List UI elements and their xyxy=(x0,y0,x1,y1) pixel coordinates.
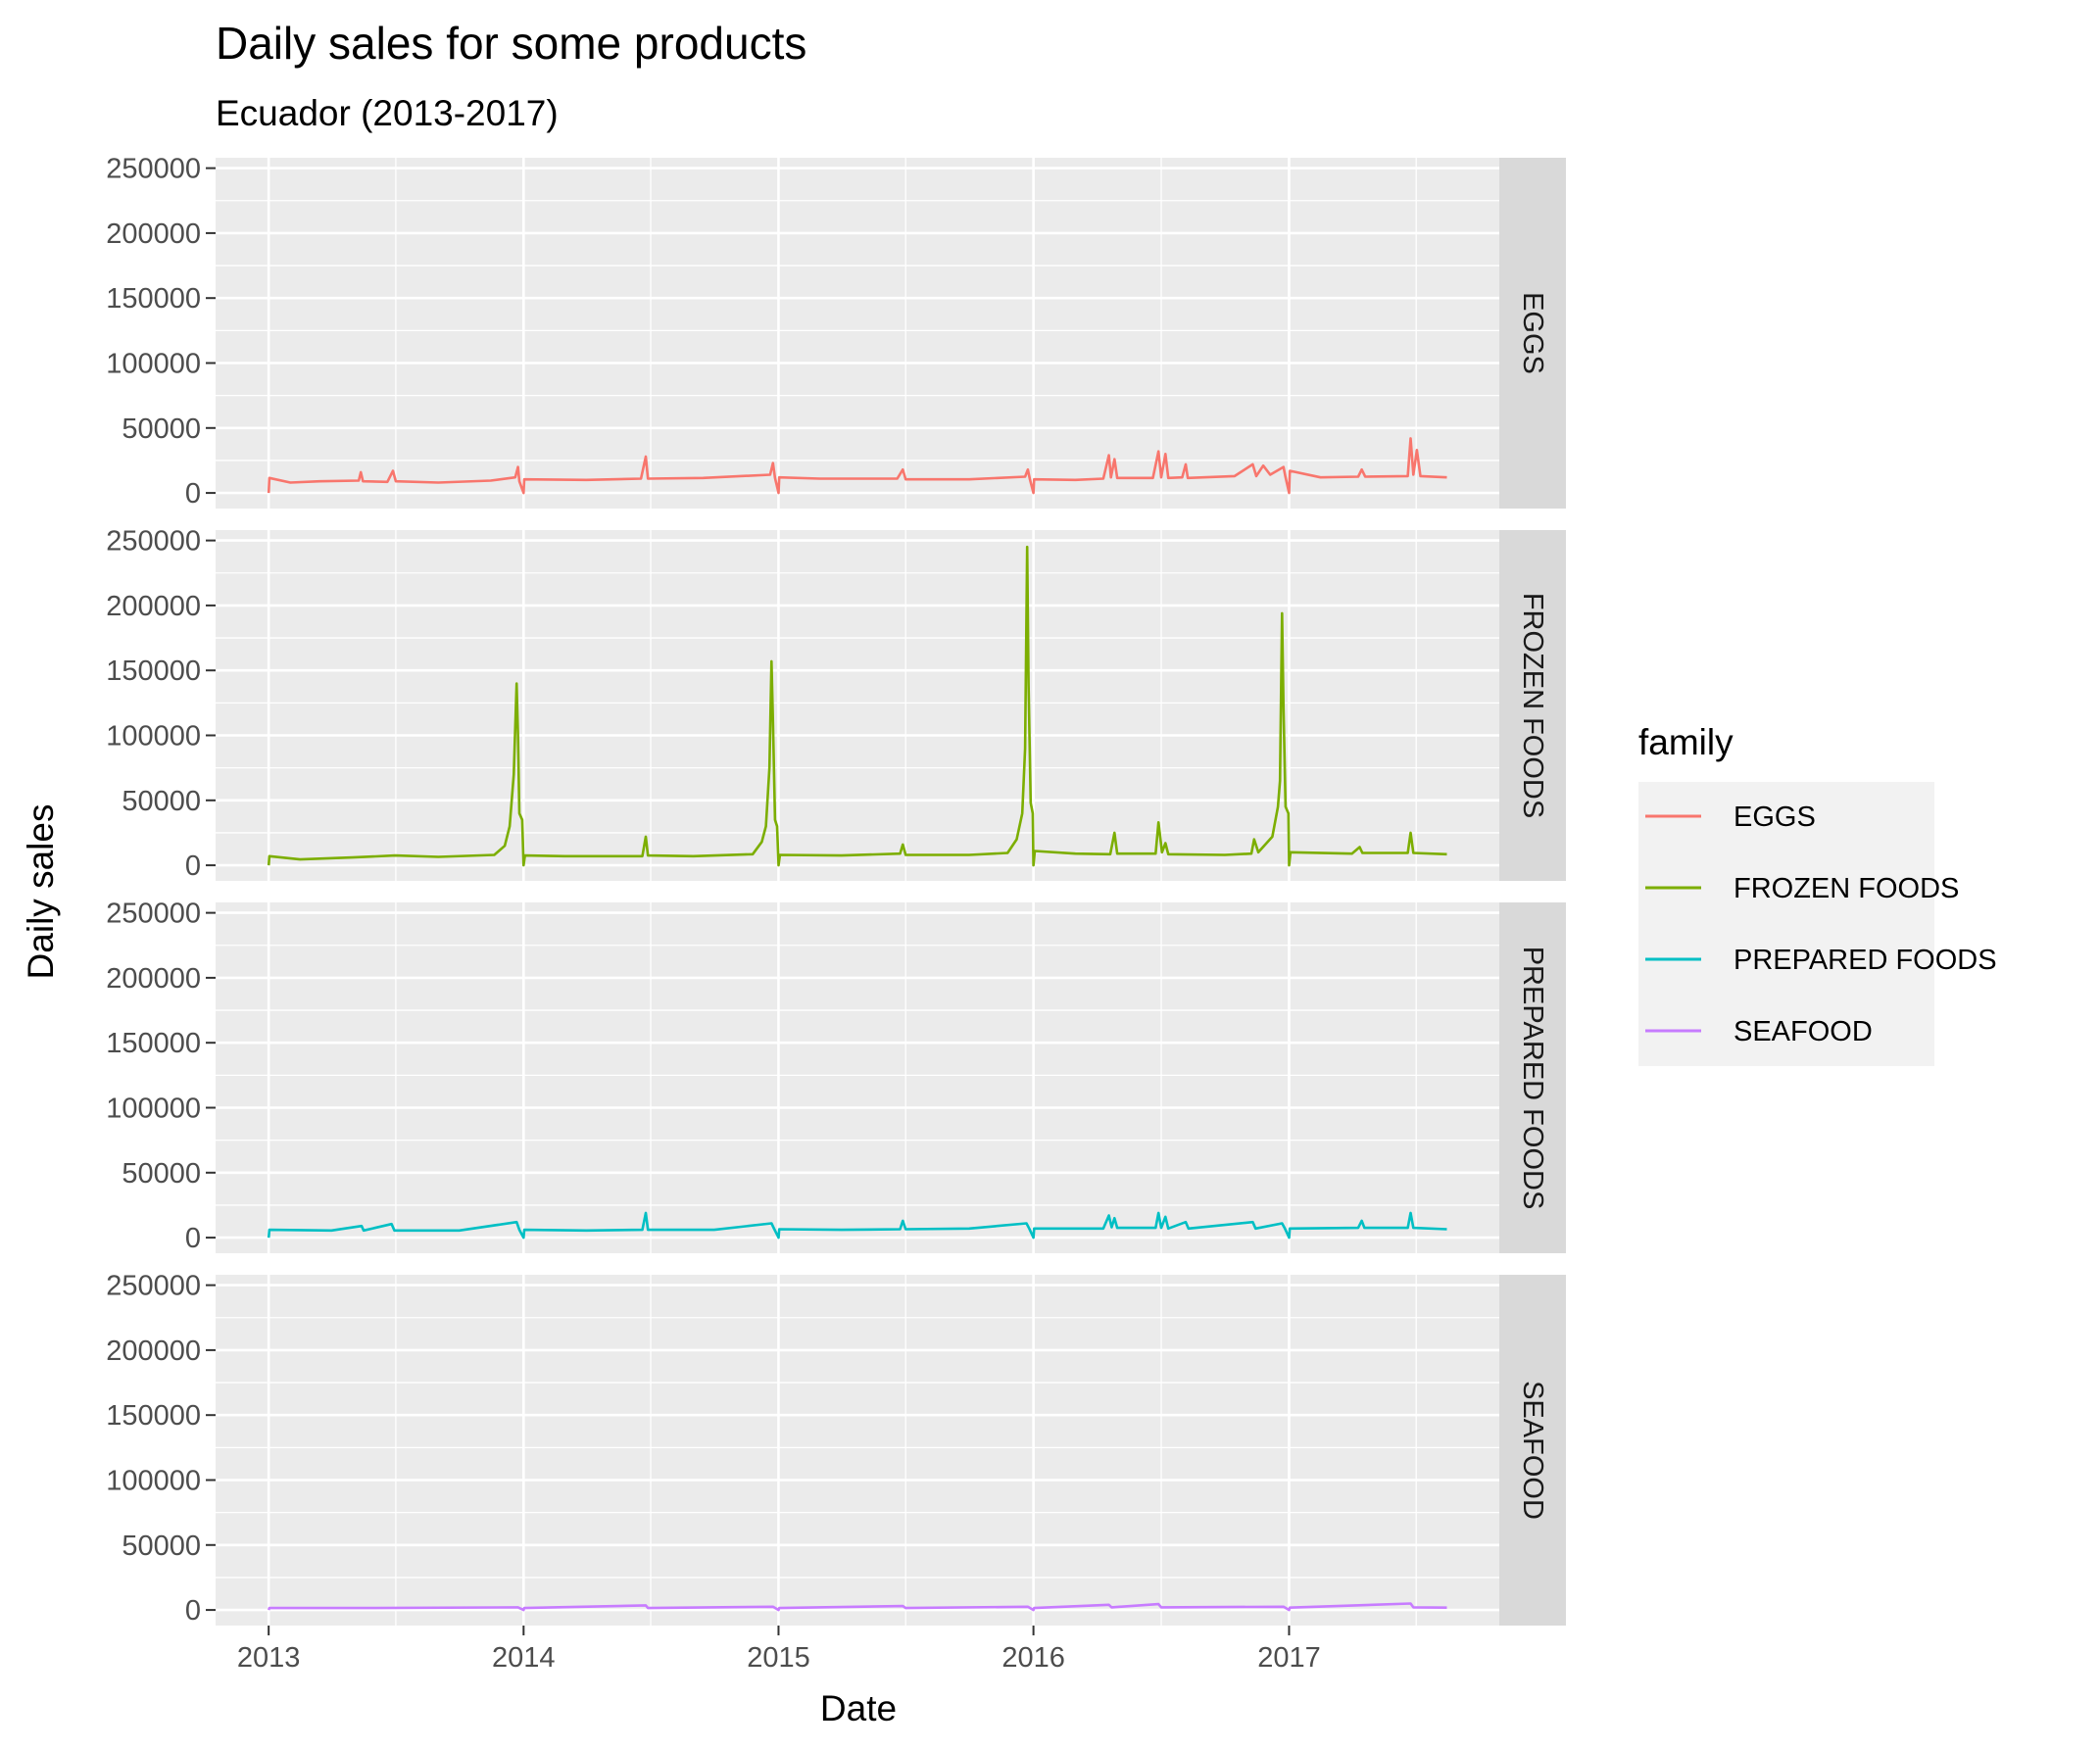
x-tick-label: 2015 xyxy=(747,1642,810,1674)
y-axis-title: Daily sales xyxy=(21,804,61,980)
y-tick-label: 150000 xyxy=(106,1400,201,1432)
y-tick-label: 100000 xyxy=(106,720,201,752)
legend-key-background xyxy=(1638,782,1934,1066)
panel-background xyxy=(216,158,1499,509)
y-tick-label: 50000 xyxy=(122,786,201,817)
chart-subtitle: Ecuador (2013-2017) xyxy=(216,93,559,133)
x-axis: 2013 2014 2015 2016 2017 xyxy=(237,1626,1321,1674)
y-tick-label: 0 xyxy=(185,1223,201,1254)
facet-panel: 0 50000 100000 150000 200000 250000 SEAFOOD xyxy=(106,1271,1566,1627)
y-tick-label: 200000 xyxy=(106,1336,201,1367)
y-tick-label: 150000 xyxy=(106,656,201,687)
x-tick-label: 2014 xyxy=(492,1642,556,1674)
facet-strip xyxy=(1499,530,1566,881)
legend-item: PREPARED FOODS xyxy=(1645,945,1997,976)
x-axis-title: Date xyxy=(820,1688,897,1728)
facet-strip xyxy=(1499,158,1566,509)
legend-item: SEAFOOD xyxy=(1645,1016,1873,1047)
legend: family EGGS FROZEN FOODS PREPARED FOODS SEA… xyxy=(1638,722,1997,1066)
y-tick-label: 50000 xyxy=(122,1531,201,1562)
facet-panel: 0 50000 100000 150000 200000 250000 EGGS xyxy=(106,154,1566,510)
y-tick-label: 150000 xyxy=(106,1028,201,1059)
y-tick-label: 200000 xyxy=(106,219,201,250)
facet-panel: 0 50000 100000 150000 200000 250000 FROZEN FOO… xyxy=(106,526,1566,882)
facet-panel: 0 50000 100000 150000 200000 250000 PREPARED F… xyxy=(106,899,1566,1254)
series-line-eggs xyxy=(267,437,1447,495)
legend-item: FROZEN FOODS xyxy=(1645,873,1959,904)
y-tick-label: 250000 xyxy=(106,154,201,185)
panel-background xyxy=(216,902,1499,1253)
y-tick-label: 0 xyxy=(185,478,201,510)
y-tick-label: 250000 xyxy=(106,526,201,558)
y-tick-label: 0 xyxy=(185,1595,201,1627)
series-line-frozen-foods xyxy=(267,545,1447,867)
series-line-prepared-foods xyxy=(267,1211,1447,1240)
x-tick-label: 2017 xyxy=(1257,1642,1321,1674)
y-tick-label: 250000 xyxy=(106,1271,201,1302)
panel-background xyxy=(216,1275,1499,1626)
chart-title: Daily sales for some products xyxy=(216,18,806,69)
legend-label: FROZEN FOODS xyxy=(1734,873,1959,904)
y-tick-label: 200000 xyxy=(106,963,201,995)
panel-background xyxy=(216,530,1499,881)
y-tick-label: 200000 xyxy=(106,591,201,622)
y-tick-label: 0 xyxy=(185,851,201,882)
legend-items: EGGS FROZEN FOODS PREPARED FOODS SEAFOOD xyxy=(1645,802,1997,1047)
facet-strip-label: SEAFOOD xyxy=(1517,1381,1548,1520)
legend-item: EGGS xyxy=(1645,802,1816,833)
legend-title: family xyxy=(1638,722,1734,762)
legend-label: EGGS xyxy=(1734,802,1816,833)
x-tick-label: 2016 xyxy=(1001,1642,1065,1674)
y-tick-label: 250000 xyxy=(106,899,201,930)
y-tick-label: 50000 xyxy=(122,1158,201,1190)
facet-strip xyxy=(1499,1275,1566,1626)
y-tick-label: 50000 xyxy=(122,413,201,445)
legend-label: PREPARED FOODS xyxy=(1734,945,1997,976)
facet-strip-label: EGGS xyxy=(1517,292,1548,374)
y-tick-label: 100000 xyxy=(106,1093,201,1124)
series-line-seafood xyxy=(267,1602,1447,1612)
y-tick-label: 100000 xyxy=(106,348,201,379)
y-tick-label: 100000 xyxy=(106,1465,201,1496)
legend-label: SEAFOOD xyxy=(1734,1016,1873,1047)
facet-panels: 0 50000 100000 150000 200000 250000 EGGS 0 50000… xyxy=(106,154,1566,1627)
x-tick-label: 2013 xyxy=(237,1642,301,1674)
y-tick-label: 150000 xyxy=(106,283,201,315)
facet-strip-label: FROZEN FOODS xyxy=(1517,593,1548,818)
facet-strip-label: PREPARED FOODS xyxy=(1517,947,1548,1210)
facet-strip xyxy=(1499,902,1566,1253)
